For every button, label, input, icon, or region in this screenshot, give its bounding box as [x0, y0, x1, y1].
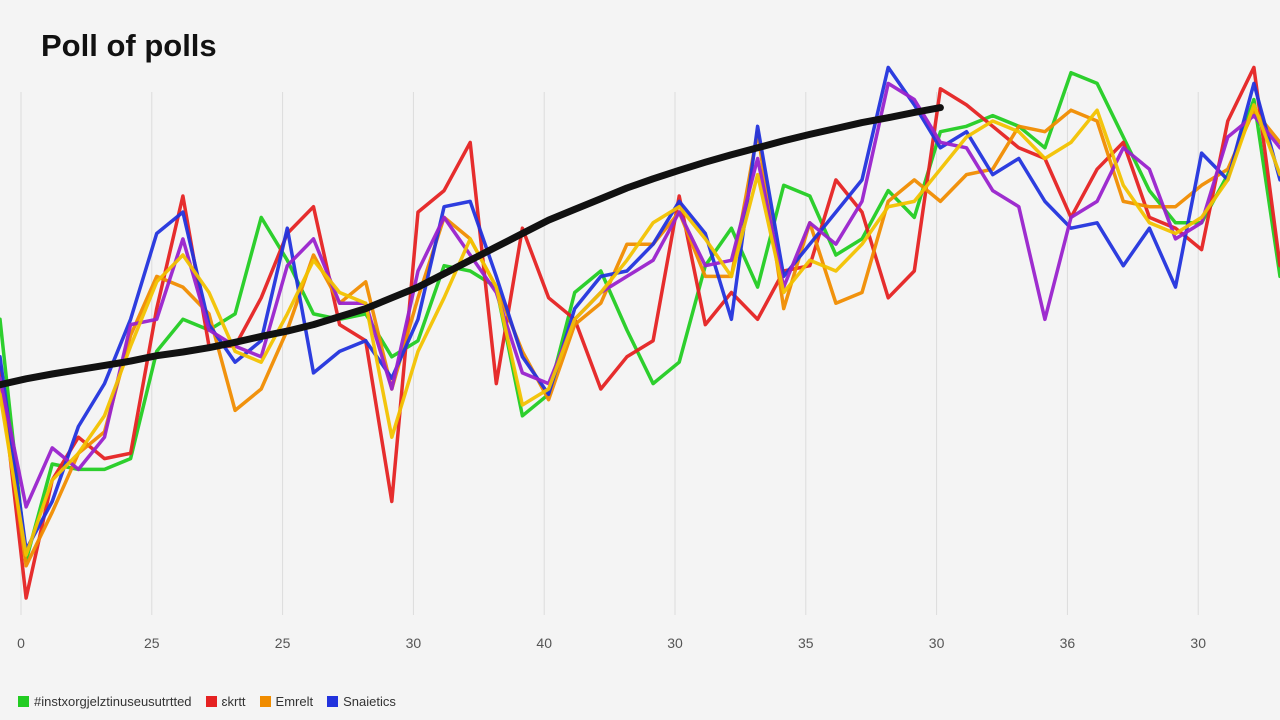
x-tick-label: 35: [798, 635, 814, 651]
series-line-3: [0, 65, 1280, 552]
legend-item-3: Snaietics: [327, 694, 396, 709]
series-line-2: [0, 108, 1280, 568]
legend-label-2: Emrelt: [275, 694, 314, 709]
legend-swatch-0: [18, 696, 29, 707]
trend-line: [0, 104, 944, 389]
legend-label-1: ɛkrtt: [221, 694, 246, 709]
legend-label-3: Snaietics: [343, 694, 396, 709]
legend-item-0: #instxorgjelztinuseusutrtted: [18, 694, 192, 709]
x-tick-label: 40: [536, 635, 552, 651]
legend-label-0: #instxorgjelztinuseusutrtted: [34, 694, 192, 709]
grid-lines: [20, 92, 1199, 615]
legend-swatch-1: [205, 696, 217, 707]
chart-title: Poll of polls: [41, 28, 217, 63]
legend: #instxorgjelztinuseusutrtted ɛkrtt Emrel…: [18, 694, 396, 709]
x-tick-label: 25: [144, 635, 160, 651]
x-tick-label: 30: [929, 635, 945, 651]
legend-item-1: ɛkrtt: [205, 694, 246, 709]
x-tick-label: 0: [17, 635, 25, 651]
x-tick-label: 25: [275, 635, 291, 651]
legend-item-2: Emrelt: [259, 694, 314, 709]
x-tick-label: 30: [667, 635, 683, 651]
legend-swatch-2: [259, 696, 271, 707]
series-layer: [0, 65, 1280, 600]
x-tick-label: 36: [1060, 635, 1076, 651]
series-line-4: [0, 81, 1280, 509]
x-tick-label: 30: [406, 635, 422, 651]
series-line-5: [0, 103, 1280, 557]
series-line-1: [0, 65, 1280, 600]
x-tick-label: 30: [1190, 635, 1206, 651]
legend-swatch-3: [327, 696, 339, 707]
series-line-0: [0, 70, 1280, 563]
x-tick-labels: 0 25 25 30 40 30 35 30 36 30: [17, 635, 1206, 651]
